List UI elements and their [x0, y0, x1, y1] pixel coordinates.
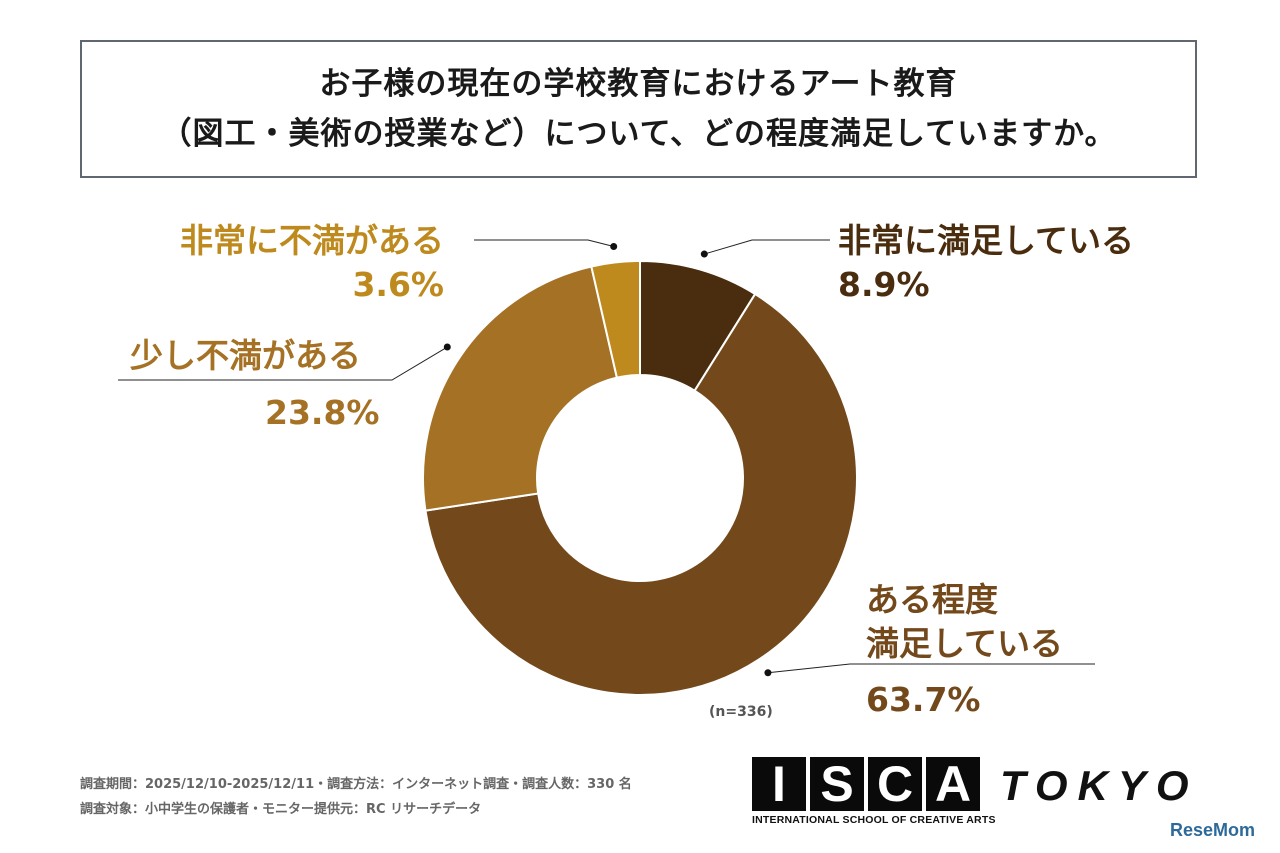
- label-somewhat-satisfied-name-2: 満足している: [866, 624, 1064, 663]
- label-very-satisfied-value: 8.9%: [838, 265, 930, 304]
- label-slightly-dissatisfied: 少し不満がある 23.8%: [130, 334, 380, 435]
- leader-dot-3: [443, 343, 451, 351]
- logo-letter-i: I: [752, 756, 806, 812]
- label-slightly-dissatisfied-value: 23.8%: [265, 393, 380, 432]
- label-somewhat-satisfied: ある程度 満足している 63.7%: [866, 578, 1063, 722]
- logo-tokyo: TOKYO: [1000, 762, 1199, 809]
- label-very-dissatisfied: 非常に不満がある 3.6%: [180, 219, 444, 307]
- label-somewhat-satisfied-name-1: ある程度: [866, 580, 998, 619]
- logo-tagline: INTERNATIONAL SCHOOL OF CREATIVE ARTS: [752, 814, 996, 826]
- footer-survey-target: 調査対象：小中学生の保護者・モニター提供元：RC リサーチデータ: [80, 802, 482, 817]
- donut-slice-2: [424, 292, 858, 696]
- label-very-satisfied: 非常に満足している 8.9%: [838, 219, 1134, 307]
- donut-slice-4: [590, 259, 641, 379]
- resemom-watermark: ReseMom: [1170, 820, 1256, 840]
- label-slightly-dissatisfied-name: 少し不満がある: [130, 336, 361, 375]
- label-very-satisfied-name: 非常に満足している: [838, 221, 1135, 260]
- chart-title-line-1: お子様の現在の学校教育におけるアート教育: [319, 66, 958, 102]
- label-somewhat-satisfied-value: 63.7%: [866, 680, 981, 719]
- footer-survey-period: 調査期間：2025/12/10-2025/12/11・調査方法：インターネット調…: [80, 777, 632, 792]
- logo-letter-c: C: [868, 756, 922, 812]
- logo-letter-a: A: [926, 756, 980, 812]
- leader-dot-1: [700, 250, 708, 258]
- logo-letter-s: S: [810, 756, 864, 812]
- chart-title-box: お子様の現在の学校教育におけるアート教育 （図工・美術の授業など）について、どの…: [80, 40, 1197, 178]
- leader-line-2: [767, 663, 1095, 674]
- label-very-dissatisfied-name: 非常に不満がある: [180, 221, 444, 260]
- sample-size-label: (n=336): [709, 704, 773, 720]
- chart-title-line-2: （図工・美術の授業など）について、どの程度満足していますか。: [160, 116, 1117, 152]
- leader-dot-2: [764, 669, 772, 677]
- leader-line-1: [704, 239, 830, 255]
- label-very-dissatisfied-value: 3.6%: [352, 265, 444, 304]
- donut-slice-3: [422, 265, 619, 512]
- leader-dot-4: [610, 242, 618, 250]
- leader-line-4: [474, 239, 614, 247]
- leader-line-3: [118, 346, 448, 381]
